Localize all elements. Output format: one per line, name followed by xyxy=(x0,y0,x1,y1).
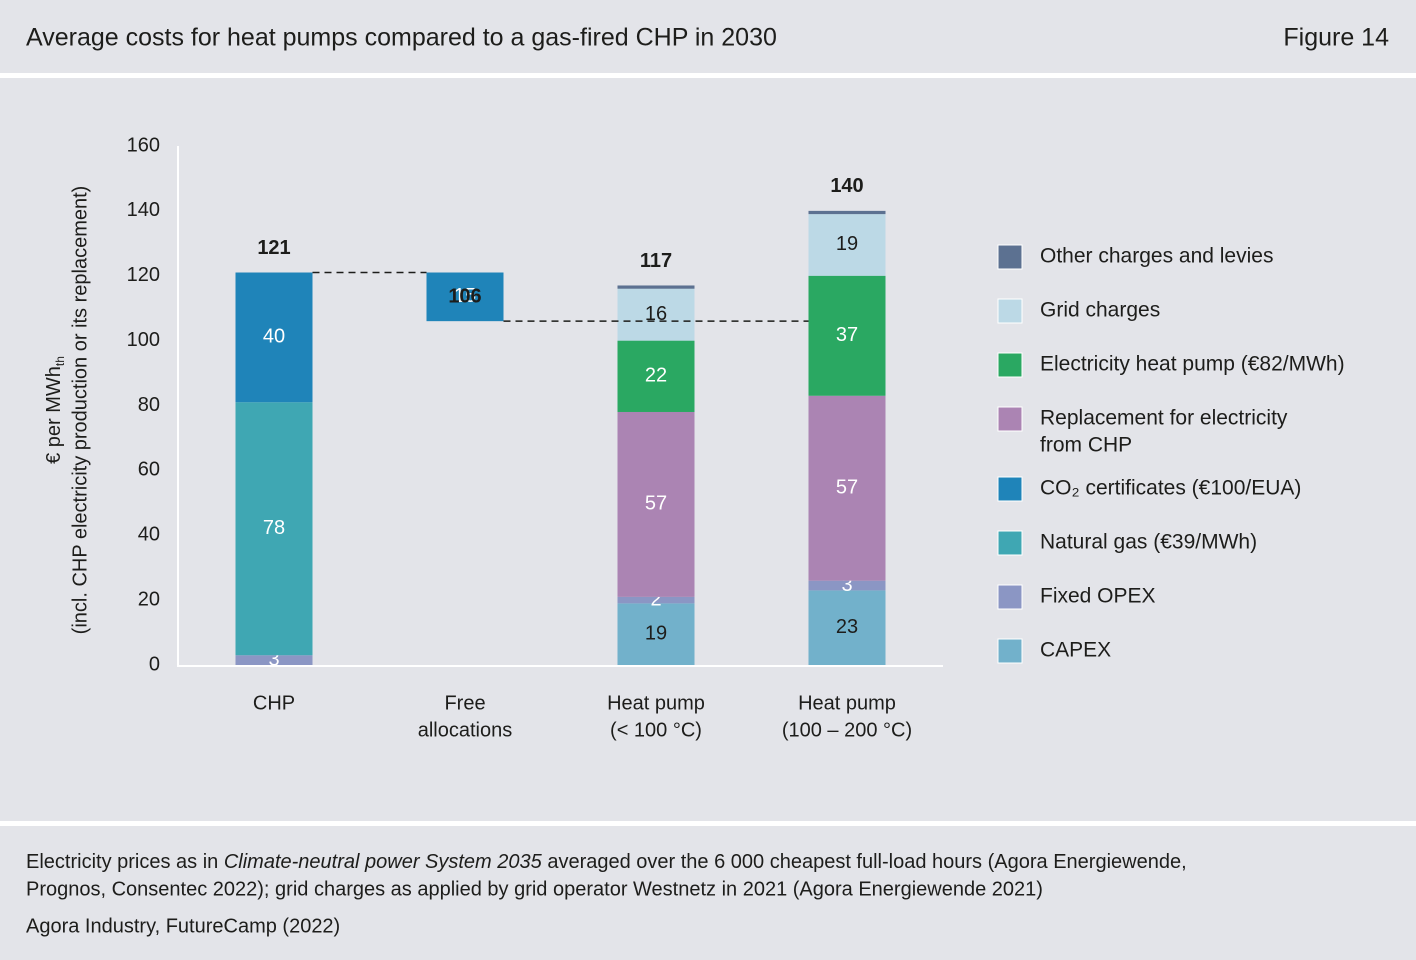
segment-label: 57 xyxy=(645,493,667,515)
segment-label: 3 xyxy=(841,574,852,596)
bar-segment xyxy=(808,214,886,276)
divider xyxy=(0,73,1416,78)
legend-swatch xyxy=(997,352,1023,378)
y-axis-label: € per MWhth xyxy=(43,356,67,464)
total-label: 140 xyxy=(830,175,863,197)
bar-segment xyxy=(617,288,695,341)
legend-swatch xyxy=(997,638,1023,664)
legend-label: Natural gas (€39/MWh) xyxy=(1040,531,1257,554)
segment-label: 19 xyxy=(836,233,858,255)
bar-segment xyxy=(808,210,886,215)
segment-label: 57 xyxy=(836,476,858,498)
legend-label: Electricity heat pump (€82/MWh) xyxy=(1040,353,1345,376)
figure-number: Figure 14 xyxy=(1283,24,1389,52)
footnote-text: Electricity prices as in xyxy=(26,851,224,873)
legend-swatch xyxy=(997,530,1023,556)
legend-label: Replacement for electricity xyxy=(1040,407,1288,430)
title: Average costs for heat pumps compared to… xyxy=(26,24,777,52)
segment-label: 16 xyxy=(645,303,667,325)
x-tick-label: Heat pump xyxy=(607,692,705,714)
y-tick-label: 120 xyxy=(127,264,160,286)
legend-label: CO₂ certificates (€100/EUA) xyxy=(1040,477,1301,500)
x-tick-label: allocations xyxy=(418,719,513,741)
bar-segment xyxy=(808,395,886,581)
bar-segment xyxy=(235,402,313,656)
legend-label: Grid charges xyxy=(1040,299,1160,322)
legend-swatch xyxy=(997,298,1023,324)
bar-segment xyxy=(808,580,886,591)
bar-segment xyxy=(235,655,313,665)
bar-segment xyxy=(808,590,886,665)
footnote-italic: Climate-neutral power System 2035 xyxy=(224,851,543,873)
segment-label: 2 xyxy=(650,588,661,610)
x-tick-label: Heat pump xyxy=(798,692,896,714)
y-tick-label: 60 xyxy=(138,459,160,481)
segment-label: 3 xyxy=(268,648,279,670)
footnote: Prognos, Consentec 2022); grid charges a… xyxy=(26,878,1043,900)
bar-segment xyxy=(617,603,695,665)
x-tick-label: (100 – 200 °C) xyxy=(782,719,912,741)
total-label: 106 xyxy=(448,285,481,307)
legend-label: Fixed OPEX xyxy=(1040,585,1156,608)
bar-segment xyxy=(617,596,695,604)
y-tick-label: 140 xyxy=(127,199,160,221)
segment-label: 15 xyxy=(454,285,476,307)
bar-segment xyxy=(808,275,886,396)
source: Agora Industry, FutureCamp (2022) xyxy=(26,915,340,937)
segment-label: 40 xyxy=(263,326,285,348)
legend-label: from CHP xyxy=(1040,434,1132,457)
y-tick-label: 20 xyxy=(138,588,160,610)
legend-swatch xyxy=(997,476,1023,502)
y-axis-label-text: € per MWh xyxy=(43,366,65,464)
y-tick-label: 80 xyxy=(138,394,160,416)
x-tick-label: CHP xyxy=(253,692,295,714)
bar-segment xyxy=(617,285,695,289)
y-tick-label: 160 xyxy=(127,134,160,156)
legend-label: Other charges and levies xyxy=(1040,245,1273,268)
y-axis-label-subscript: th xyxy=(53,356,67,366)
footnote-text: averaged over the 6 000 cheapest full-lo… xyxy=(542,851,1187,873)
segment-label: 23 xyxy=(836,616,858,638)
y-tick-label: 100 xyxy=(127,329,160,351)
y-tick-label: 0 xyxy=(149,653,160,675)
x-tick-label: (< 100 °C) xyxy=(610,719,702,741)
bar-segment xyxy=(235,272,313,403)
y-tick-label: 40 xyxy=(138,524,160,546)
total-label: 121 xyxy=(257,237,290,259)
total-label: 117 xyxy=(640,250,672,272)
legend-label: CAPEX xyxy=(1040,639,1111,662)
bar-segment xyxy=(617,340,695,412)
footnote: Electricity prices as in Climate-neutral… xyxy=(26,851,1187,873)
bar-segment xyxy=(617,411,695,597)
x-tick-label: Free xyxy=(444,692,485,714)
segment-label: 37 xyxy=(836,324,858,346)
segment-label: 78 xyxy=(263,517,285,539)
legend-swatch xyxy=(997,244,1023,270)
bar-segment xyxy=(426,272,504,322)
segment-label: 22 xyxy=(645,365,667,387)
y-axis-note: (incl. CHP electricity production or its… xyxy=(69,186,91,635)
legend-swatch xyxy=(997,584,1023,610)
divider xyxy=(0,821,1416,826)
legend-swatch xyxy=(997,406,1023,432)
segment-label: 19 xyxy=(645,622,667,644)
